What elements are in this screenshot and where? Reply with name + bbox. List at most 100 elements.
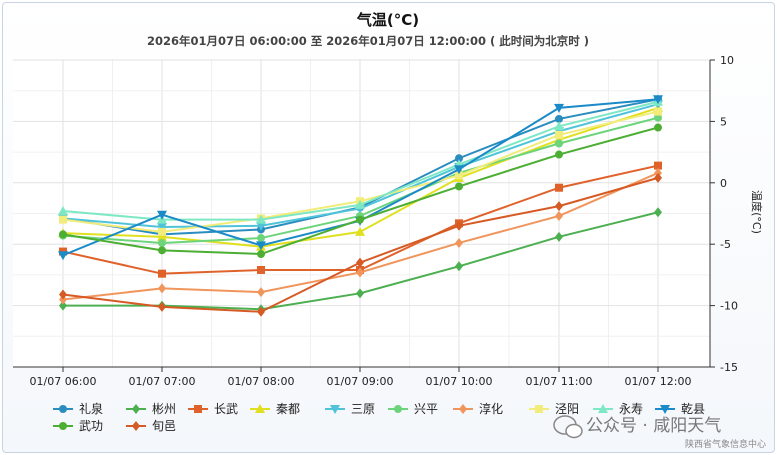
data-point [158,301,166,312]
data-point [256,214,266,224]
data-point [257,265,265,274]
x-tick-label: 01/07 08:00 [228,375,295,388]
data-point [356,215,364,224]
y-axis-label: 温度(°C) [750,190,764,234]
legend-swatch-marker [59,405,67,413]
data-point [59,215,67,224]
data-point [355,199,365,209]
data-point [59,230,67,239]
legend-item: 三原 [325,402,375,416]
legend-swatch-marker [59,422,67,430]
legend-item: 泾阳 [529,402,579,416]
legend-swatch-marker [535,405,543,413]
data-point [654,113,662,122]
data-point [555,231,563,242]
data-point [654,207,662,218]
legend-item: 兴平 [388,402,438,416]
data-point [555,183,563,192]
axes: 01/07 06:00 01/07 07:00 01/07 08:00 01/07 0… [13,54,738,388]
data-point [555,150,563,159]
data-point [555,210,563,221]
legend-item: 乾县 [655,402,705,416]
x-tick-label: 01/07 07:00 [129,375,196,388]
chart-subtitle: 2026年01月07日 06:00:00 至 2026年01月07日 12:00… [147,34,589,48]
data-point [257,287,265,298]
legend-label: 乾县 [681,402,705,416]
watermark-text: 公众号 · 咸阳天气 [586,416,721,436]
data-point [554,103,564,113]
data-point [256,221,266,231]
data-point [58,206,68,216]
watermark: 公众号 · 咸阳天气 陕西省气象信息中心 [553,415,766,450]
legend-label: 礼泉 [79,401,103,416]
legend-swatch-marker [459,404,467,414]
data-point [554,121,564,131]
legend-label: 兴平 [414,402,438,416]
x-tick-label: 01/07 11:00 [526,375,593,388]
y-tick-label: 0 [720,177,727,190]
data-point [455,261,463,272]
data-point [157,231,167,241]
watermark-source: 陕西省气象信息中心 [685,438,766,450]
legend-swatch-marker [194,405,202,413]
data-point [654,107,662,116]
legend-label: 长武 [214,402,238,416]
data-point [455,220,463,231]
data-point [158,246,166,255]
legend-label: 旬邑 [152,419,176,433]
legend-label: 彬州 [152,402,176,416]
data-point [59,300,67,311]
legend-swatch-marker [598,404,608,413]
data-point [455,171,463,180]
data-point [257,306,265,317]
legend-item: 长武 [188,402,238,416]
y-tick-label: 5 [720,115,727,128]
legend-swatch-marker [330,405,340,414]
legend-label: 武功 [79,419,103,433]
x-tick-label: 01/07 06:00 [30,375,97,388]
y-tick-label: 10 [720,54,734,67]
data-point [257,234,265,243]
data-point [653,95,663,105]
data-point [158,238,166,247]
data-point [356,288,364,299]
legend-swatch-marker [394,405,402,413]
y-tick-label: -5 [720,238,731,251]
data-point [555,130,563,139]
x-tick-label: 01/07 09:00 [327,375,394,388]
legend-item: 永寿 [593,402,643,416]
data-point [555,139,563,148]
data-point [654,123,662,132]
legend-label: 永寿 [619,402,643,416]
data-point [555,114,563,123]
chart-title: 气温(°C) [356,11,419,29]
data-point [158,227,166,236]
data-point [157,210,167,220]
y-tick-label: -10 [720,300,738,313]
legend-label: 淳化 [479,401,503,416]
data-point [356,257,364,268]
data-point [455,154,463,163]
data-point [355,226,365,236]
legend-swatch-marker [132,421,140,431]
series-group [58,95,663,317]
legend-swatch-marker [255,404,265,413]
data-point [455,237,463,248]
legend-item: 秦都 [250,402,300,416]
y-tick-label: -15 [720,361,738,374]
legend-label: 泾阳 [555,402,579,416]
legend-item: 礼泉 [53,401,103,416]
legend-swatch-marker [132,404,140,414]
data-point [455,182,463,191]
data-point [157,223,167,233]
x-tick-label: 01/07 12:00 [625,375,692,388]
data-point [256,241,266,251]
data-point [654,161,662,170]
x-tick-label: 01/07 10:00 [426,375,493,388]
data-point [158,269,166,278]
series-旬邑 [59,172,662,317]
data-point [58,251,68,261]
data-point [59,289,67,300]
